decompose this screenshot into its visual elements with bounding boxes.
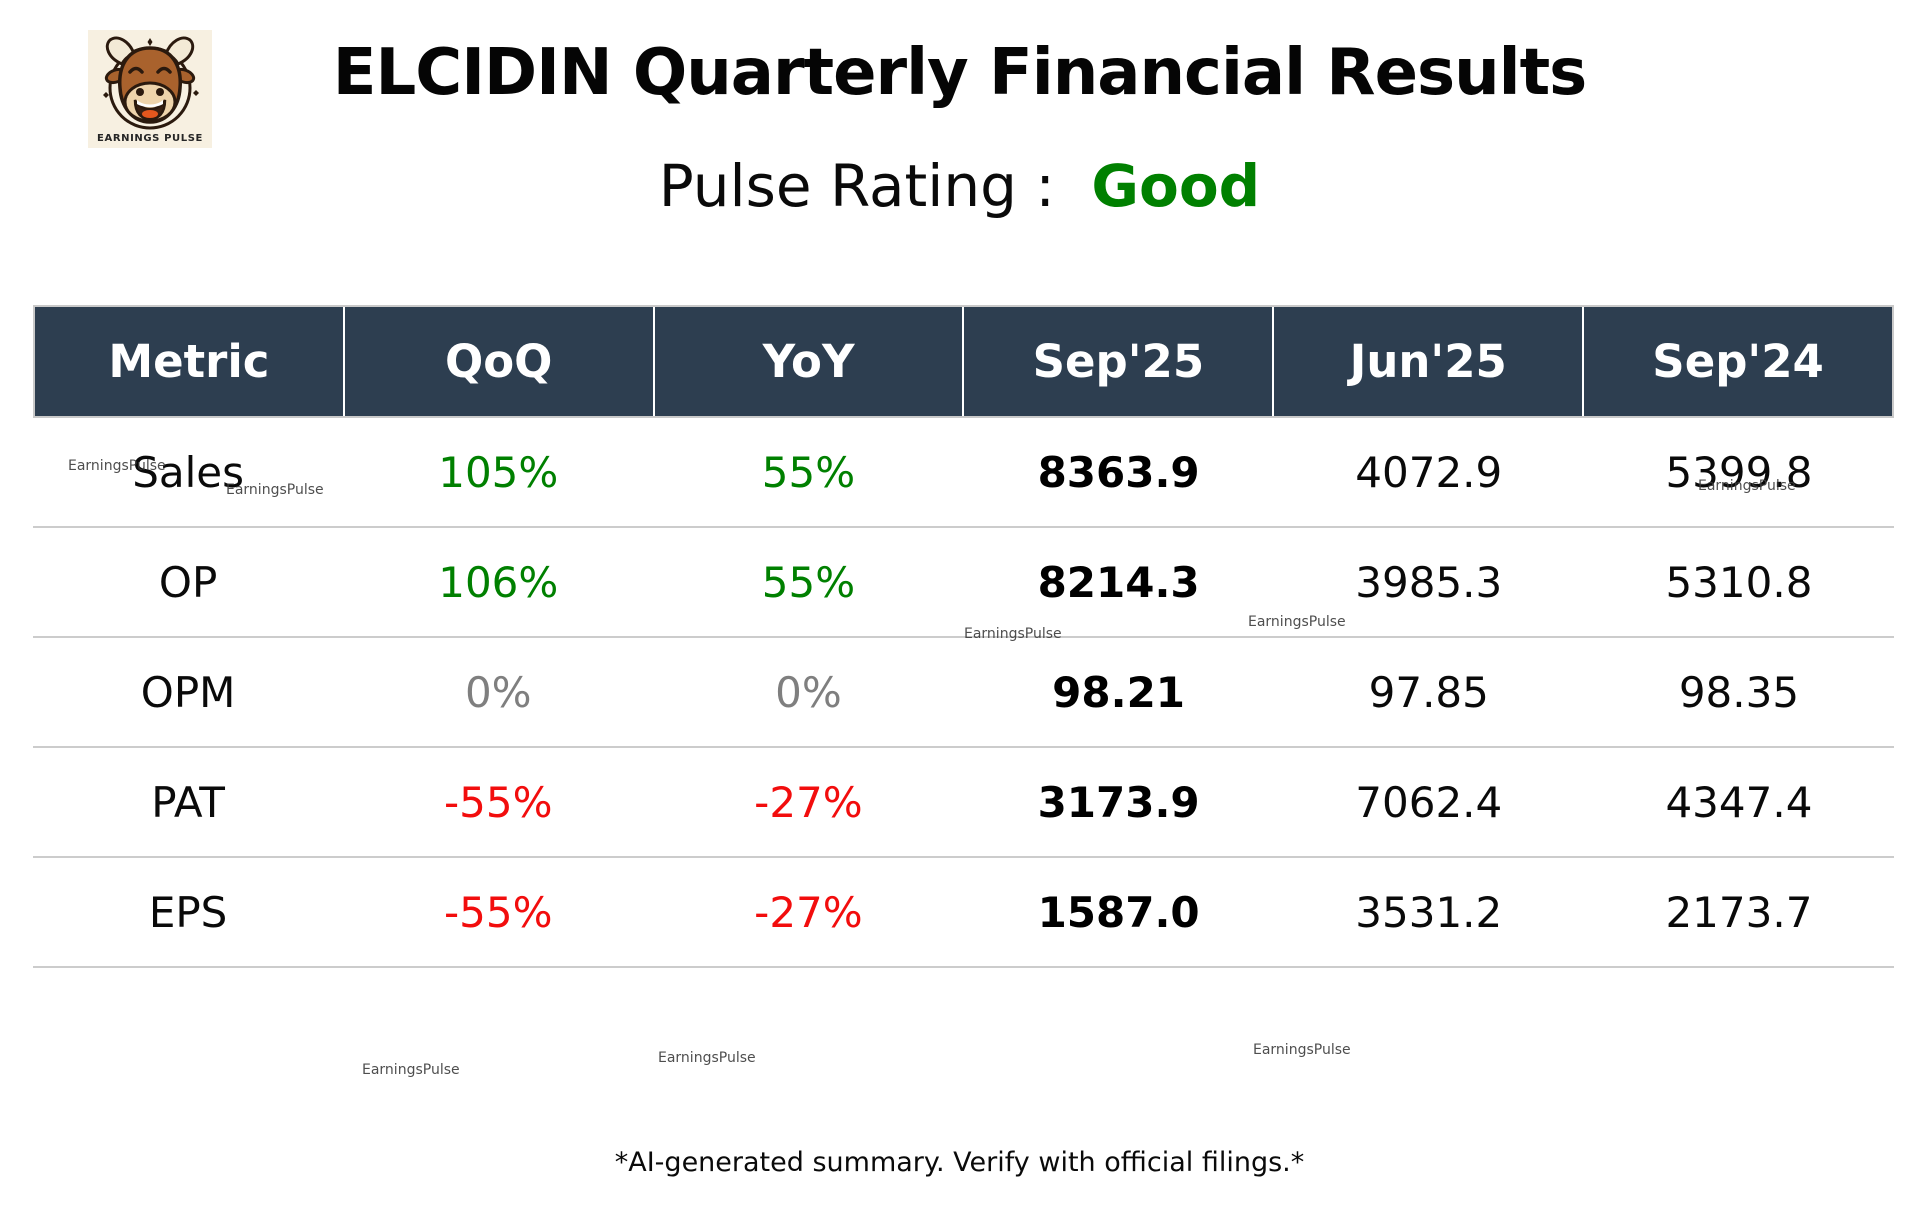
earnings-pulse-logo: EARNINGS PULSE bbox=[88, 30, 212, 148]
financial-results-table: Metric QoQ YoY Sep'25 Jun'25 Sep'24 Sale… bbox=[33, 305, 1894, 968]
table-row-op: OP 106% 55% 8214.3 3985.3 5310.8 bbox=[33, 528, 1894, 638]
jun25-value: 7062.4 bbox=[1355, 777, 1503, 827]
page-title: ELCIDIN Quarterly Financial Results bbox=[332, 36, 1588, 110]
table-row-sales: Sales 105% 55% 8363.9 4072.9 5399.8 bbox=[33, 418, 1894, 528]
watermark-text: EarningsPulse bbox=[964, 626, 1062, 642]
sep24-value: 2173.7 bbox=[1665, 887, 1813, 937]
watermark-text: EarningsPulse bbox=[68, 458, 166, 474]
yoy-value: 55% bbox=[761, 557, 856, 607]
metric-label: OPM bbox=[140, 667, 236, 717]
jun25-value: 4072.9 bbox=[1355, 447, 1503, 497]
column-header-qoq: QoQ bbox=[345, 307, 655, 416]
sep24-value: 98.35 bbox=[1678, 667, 1800, 717]
yoy-value: 55% bbox=[761, 447, 856, 497]
column-header-sep24: Sep'24 bbox=[1652, 335, 1824, 388]
yoy-value: -27% bbox=[754, 777, 863, 827]
qoq-value: 105% bbox=[438, 447, 559, 497]
watermark-text: EarningsPulse bbox=[1253, 1042, 1351, 1058]
sep24-value: 4347.4 bbox=[1665, 777, 1813, 827]
pulse-rating-value: Good bbox=[1091, 152, 1261, 220]
table-header-row: Metric QoQ YoY Sep'25 Jun'25 Sep'24 bbox=[33, 305, 1894, 418]
table-row-eps: EPS -55% -27% 1587.0 3531.2 2173.7 bbox=[33, 858, 1894, 968]
metric-label: OP bbox=[158, 557, 218, 607]
yoy-value: 0% bbox=[775, 667, 842, 717]
sep25-value: 8363.9 bbox=[1037, 447, 1200, 497]
qoq-value: 0% bbox=[464, 667, 532, 717]
qoq-value: 106% bbox=[438, 557, 559, 607]
disclaimer-text: *AI-generated summary. Verify with offic… bbox=[614, 1147, 1305, 1178]
pulse-rating: Pulse Rating : Good bbox=[0, 152, 1919, 220]
qoq-value: -55% bbox=[444, 777, 553, 827]
column-header-jun25: Jun'25 bbox=[1274, 307, 1585, 416]
sep25-value: 1587.0 bbox=[1037, 887, 1200, 937]
metric-label: EPS bbox=[148, 887, 228, 937]
watermark-text: EarningsPulse bbox=[362, 1062, 460, 1078]
metric-label: Sales bbox=[132, 447, 244, 497]
watermark-text: EarningsPulse bbox=[226, 482, 324, 498]
jun25-value: 3531.2 bbox=[1355, 887, 1503, 937]
sep25-value: 8214.3 bbox=[1037, 557, 1200, 607]
watermark-text: EarningsPulse bbox=[658, 1050, 756, 1066]
column-header-metric: Metric bbox=[35, 307, 345, 416]
column-header-sep25: Sep'25 bbox=[964, 307, 1275, 416]
yoy-value: -27% bbox=[754, 887, 863, 937]
table-row-pat: PAT -55% -27% 3173.9 7062.4 4347.4 bbox=[33, 748, 1894, 858]
watermark-text: EarningsPulse bbox=[1698, 478, 1796, 494]
sep25-value: 3173.9 bbox=[1037, 777, 1200, 827]
sep24-value: 5399.8 bbox=[1665, 447, 1813, 497]
metric-label: PAT bbox=[151, 777, 225, 827]
pulse-rating-label: Pulse Rating : bbox=[658, 152, 1055, 220]
jun25-value: 3985.3 bbox=[1355, 557, 1503, 607]
table-row-opm: OPM 0% 0% 98.21 97.85 98.35 bbox=[33, 638, 1894, 748]
sep25-value: 98.21 bbox=[1052, 667, 1186, 717]
bull-mascot-icon: EARNINGS PULSE bbox=[88, 30, 212, 148]
jun25-value: 97.85 bbox=[1368, 667, 1489, 717]
column-header-yoy: YoY bbox=[655, 307, 965, 416]
qoq-value: -55% bbox=[444, 887, 553, 937]
sep24-value: 5310.8 bbox=[1665, 557, 1813, 607]
watermark-text: EarningsPulse bbox=[1248, 614, 1346, 630]
logo-brand-text: EARNINGS PULSE bbox=[97, 133, 203, 144]
